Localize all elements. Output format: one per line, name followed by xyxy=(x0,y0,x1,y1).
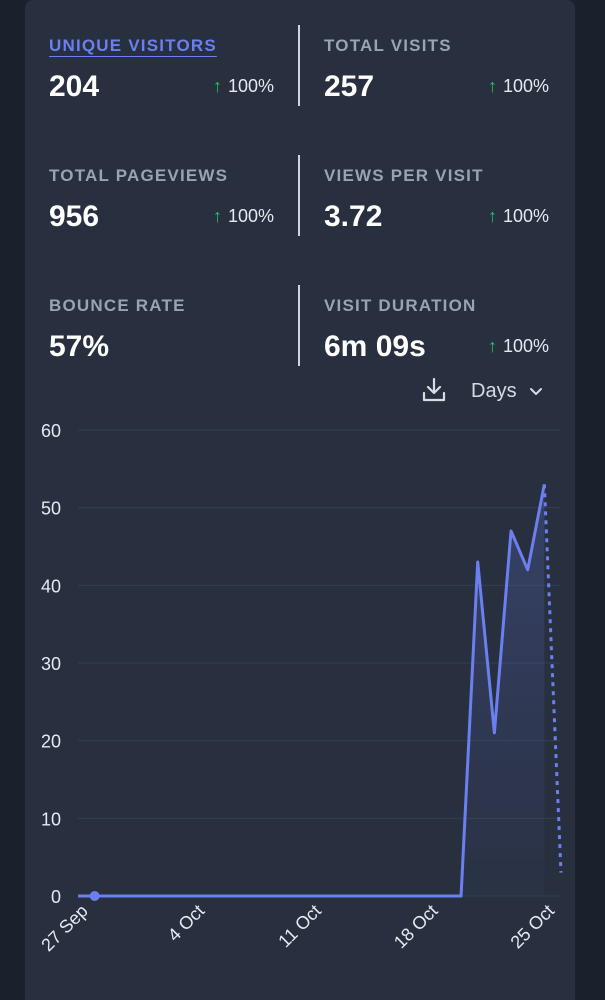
series-line-incomplete xyxy=(542,484,563,873)
y-tick-label: 0 xyxy=(51,887,61,907)
stat-label: BOUNCE RATE xyxy=(49,296,186,315)
x-tick-label: 18 Oct xyxy=(390,901,442,953)
stat-visit-duration[interactable]: VISIT DURATION 6m 09s ↑ 100% xyxy=(324,270,549,363)
x-tick-label: 25 Oct xyxy=(507,901,559,953)
stat-total-pageviews[interactable]: TOTAL PAGEVIEWS 956 ↑ 100% xyxy=(49,140,274,233)
y-tick-label: 40 xyxy=(41,576,61,596)
arrow-up-icon: ↑ xyxy=(487,76,497,96)
stat-value: 956 xyxy=(49,200,100,233)
stat-views-per-visit[interactable]: VIEWS PER VISIT 3.72 ↑ 100% xyxy=(324,140,549,233)
stat-change: ↑ 100% xyxy=(488,336,549,357)
stat-change: ↑ 100% xyxy=(213,206,274,227)
stat-value: 3.72 xyxy=(324,200,383,233)
stat-label: UNIQUE VISITORS xyxy=(49,36,217,55)
stat-label: TOTAL PAGEVIEWS xyxy=(49,166,229,185)
x-tick-label: 11 Oct xyxy=(274,901,325,952)
stat-label: TOTAL VISITS xyxy=(324,36,452,55)
x-tick-label: 4 Oct xyxy=(164,901,209,946)
arrow-up-icon: ↑ xyxy=(487,206,497,226)
highlighted-point[interactable] xyxy=(89,891,100,901)
y-tick-label: 60 xyxy=(41,421,61,441)
stat-change-value: 100% xyxy=(227,76,274,96)
stat-divider xyxy=(298,25,300,106)
stat-value: 204 xyxy=(49,70,100,103)
y-tick-label: 10 xyxy=(41,809,61,829)
stat-value: 57% xyxy=(49,330,110,363)
arrow-up-icon: ↑ xyxy=(212,76,222,96)
stat-change-value: 100% xyxy=(502,206,549,226)
chevron-down-icon xyxy=(529,380,543,403)
stat-change-value: 100% xyxy=(502,336,549,356)
arrow-up-icon: ↑ xyxy=(212,206,222,226)
stat-total-visits[interactable]: TOTAL VISITS 257 ↑ 100% xyxy=(324,10,549,103)
stat-value: 257 xyxy=(324,70,375,103)
stat-change: ↑ 100% xyxy=(213,76,274,97)
y-tick-label: 50 xyxy=(41,499,61,519)
stat-label: VISIT DURATION xyxy=(324,296,477,315)
interval-dropdown[interactable]: Days xyxy=(471,380,543,403)
dashboard-card: UNIQUE VISITORS 204 ↑ 100% TOTAL VISITS 2… xyxy=(25,0,575,1000)
stat-change: ↑ 100% xyxy=(488,76,549,97)
stat-value: 6m 09s xyxy=(324,330,426,363)
stat-divider xyxy=(298,285,300,366)
stat-unique-visitors[interactable]: UNIQUE VISITORS 204 ↑ 100% xyxy=(49,10,274,103)
stat-divider xyxy=(298,155,300,236)
stat-change-value: 100% xyxy=(227,206,274,226)
arrow-up-icon: ↑ xyxy=(487,336,497,356)
download-icon xyxy=(422,377,446,402)
y-tick-label: 30 xyxy=(41,654,61,674)
interval-label: Days xyxy=(471,380,517,402)
stat-label: VIEWS PER VISIT xyxy=(324,166,484,185)
stat-change-value: 100% xyxy=(502,76,549,96)
x-tick-label: 27 Sep xyxy=(37,901,91,955)
download-button[interactable] xyxy=(422,377,446,403)
stat-change: ↑ 100% xyxy=(488,206,549,227)
y-tick-label: 20 xyxy=(41,732,61,752)
stat-bounce-rate[interactable]: BOUNCE RATE 57% xyxy=(49,270,274,363)
series-area xyxy=(78,484,545,896)
